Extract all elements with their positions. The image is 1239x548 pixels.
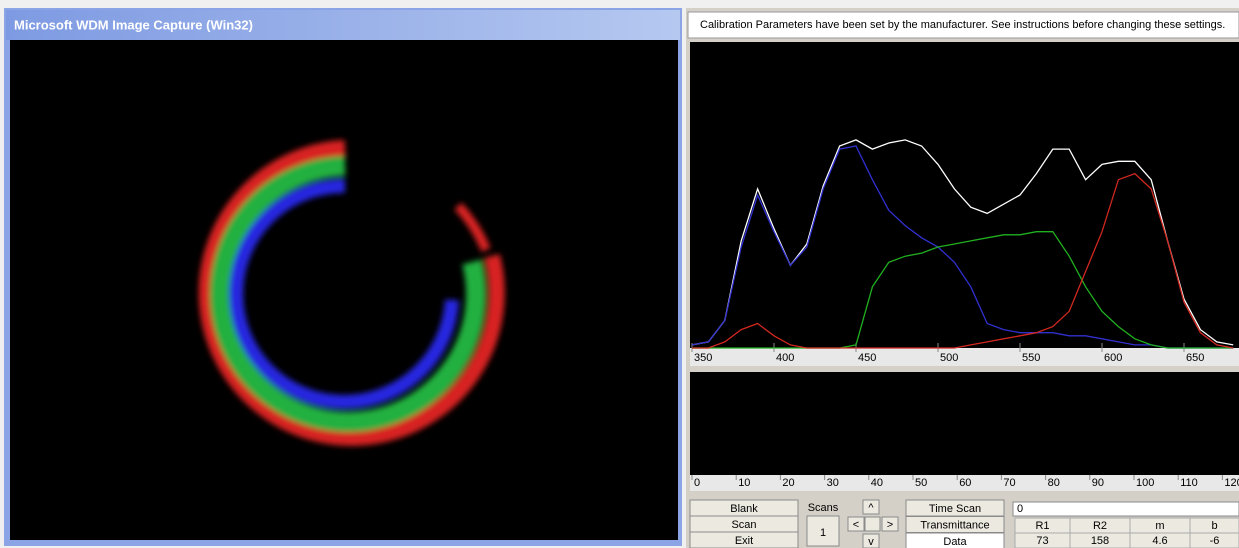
x-tick-label: 500 (940, 352, 958, 364)
screen: Microsoft WDM Image Capture (Win32) Cali… (0, 0, 1239, 548)
x-tick-label: 10 (738, 477, 750, 489)
x-tick-label: 70 (1003, 477, 1015, 489)
mode-button-label: Transmittance (920, 519, 989, 531)
x-tick-label: 450 (858, 352, 876, 364)
spectrum-plot (690, 42, 1239, 348)
table-header: b (1211, 520, 1217, 532)
arrow-button-label: ^ (868, 502, 874, 514)
table-header: R1 (1035, 520, 1049, 532)
table-value: -6 (1210, 535, 1220, 547)
button-label: Scan (731, 519, 756, 531)
button-label: Exit (735, 535, 753, 547)
spectrum-axis (690, 348, 1239, 366)
lower-plot (690, 372, 1239, 475)
input-value: 0 (1017, 503, 1023, 515)
arrow-button-label: > (887, 519, 893, 531)
table-value: 158 (1091, 535, 1109, 547)
x-tick-label: 60 (959, 477, 971, 489)
x-tick-label: 350 (694, 352, 712, 364)
x-tick-label: 30 (827, 477, 839, 489)
x-tick-label: 50 (915, 477, 927, 489)
x-tick-label: 550 (1022, 352, 1040, 364)
camera-image (10, 40, 678, 540)
scans-value: 1 (820, 527, 826, 539)
x-tick-label: 400 (776, 352, 794, 364)
input-field[interactable] (1013, 502, 1239, 516)
x-tick-label: 80 (1048, 477, 1060, 489)
arrow-button-label: < (853, 519, 859, 531)
button-label: Blank (730, 503, 758, 515)
table-header: R2 (1093, 520, 1107, 532)
table-value: 4.6 (1152, 535, 1167, 547)
table-header: m (1155, 520, 1164, 532)
table-value: 73 (1036, 535, 1048, 547)
x-tick-label: 40 (871, 477, 883, 489)
x-tick-label: 600 (1104, 352, 1122, 364)
mode-button-label: Data (943, 536, 967, 548)
x-tick-label: 110 (1180, 477, 1198, 489)
x-tick-label: 100 (1136, 477, 1154, 489)
x-tick-label: 90 (1092, 477, 1104, 489)
window-title: Microsoft WDM Image Capture (Win32) (14, 17, 253, 32)
mode-button-label: Time Scan (929, 503, 981, 515)
x-tick-label: 120 (1224, 477, 1239, 489)
x-tick-label: 20 (782, 477, 794, 489)
scans-label: Scans (808, 502, 839, 514)
arrow-button-label: v (868, 536, 874, 548)
calibration-notice: Calibration Parameters have been set by … (700, 19, 1225, 31)
x-tick-label: 650 (1186, 352, 1204, 364)
x-tick-label: 0 (694, 477, 700, 489)
arrow-center[interactable] (865, 517, 880, 531)
